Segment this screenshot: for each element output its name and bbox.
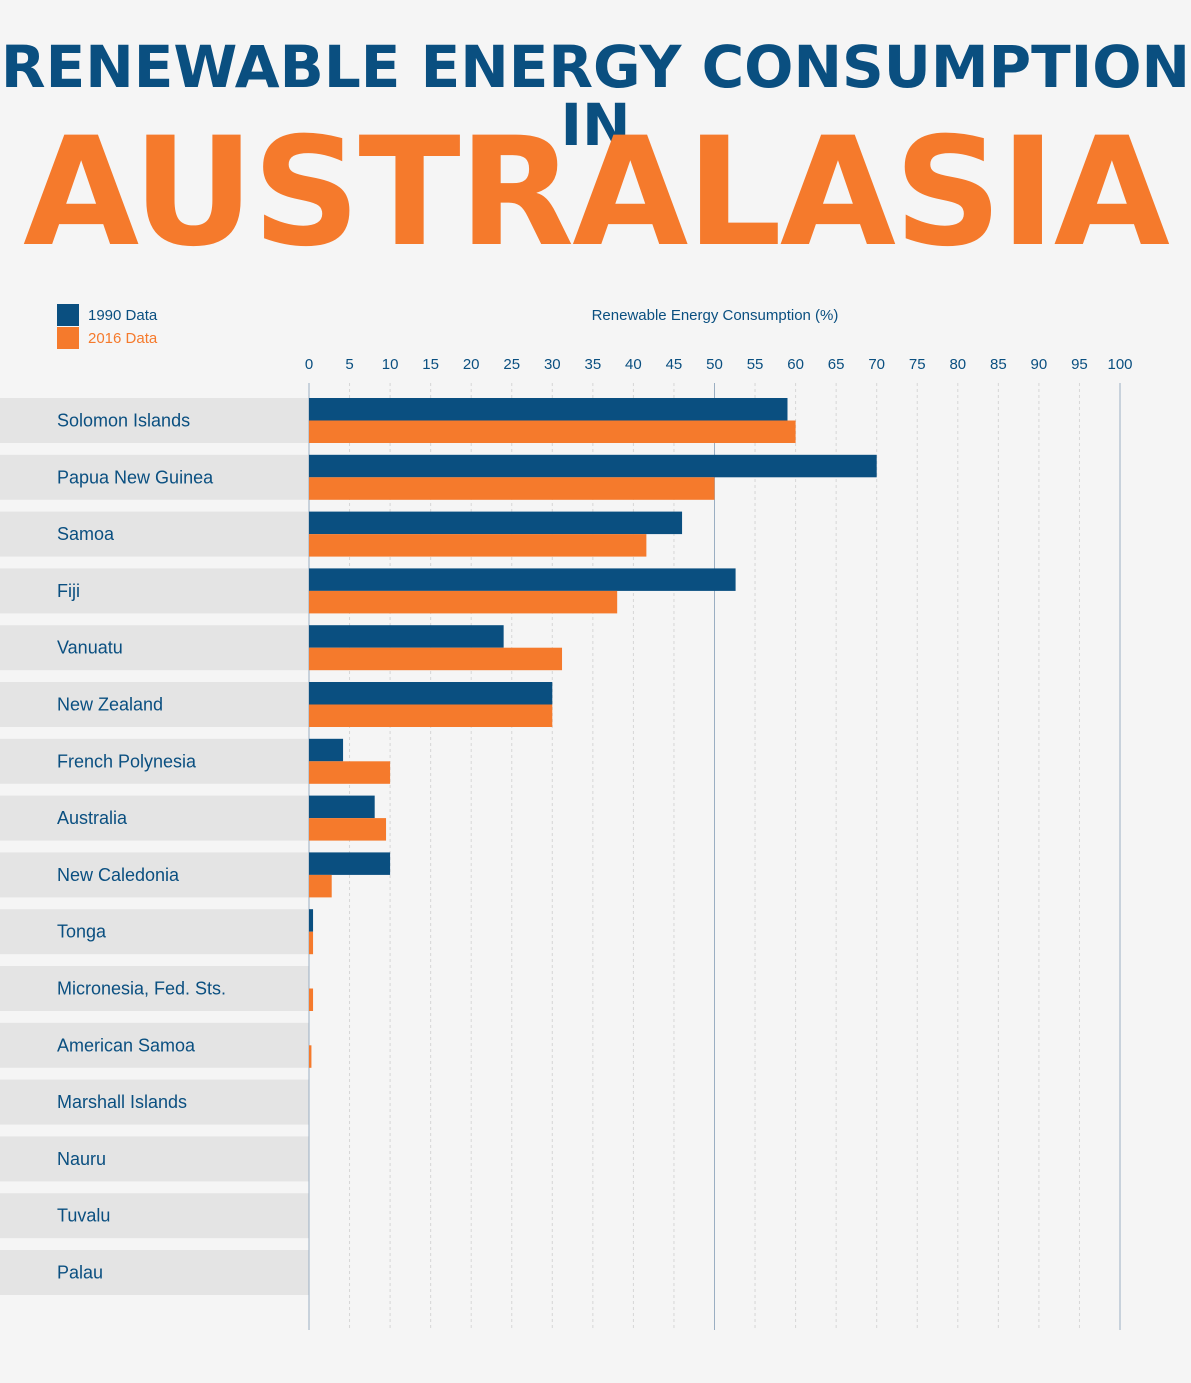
bar-2016 [309,647,563,671]
tick-label: 55 [747,356,764,373]
row-background [0,909,309,955]
category-label: French Polynesia [57,751,197,771]
tick-label: 0 [305,356,313,373]
category-label: Australia [57,808,128,828]
row-background [0,1079,309,1125]
bar-1990 [309,398,788,421]
tick-label: 60 [787,356,804,373]
tick-label: 80 [949,356,966,373]
legend-item-1990: 1990 Data [57,304,157,326]
bar-1990 [309,909,314,932]
bar-1990 [309,511,683,535]
row-background [0,738,309,784]
category-label: Papua New Guinea [57,467,214,487]
tick-label: 25 [503,356,520,373]
category-label: Micronesia, Fed. Sts. [57,979,226,999]
bar-2016 [309,704,553,727]
row-background [0,1136,309,1182]
tick-label: 100 [1107,356,1132,373]
bar-2016 [309,420,796,443]
row-background [0,511,309,557]
category-label: Palau [57,1263,103,1283]
bar-1990 [309,682,553,705]
bar-1990 [309,852,391,875]
bars [309,398,877,1068]
tick-label: 70 [868,356,885,373]
row-background [0,795,309,841]
tick-label: 40 [625,356,642,373]
category-labels: Solomon Islands Papua New Guinea Samoa Fiji… [57,411,226,1283]
category-label: Tuvalu [57,1206,110,1226]
category-label: American Samoa [57,1035,196,1055]
row-background [0,625,309,671]
row-background [0,398,309,443]
tick-label: 35 [585,356,602,373]
row-background [0,1250,309,1295]
bar-2016 [309,1045,312,1068]
tick-label: 95 [1071,356,1088,373]
row-background [0,966,309,1011]
x-axis-title: Renewable Energy Consumption (%) [592,307,839,324]
row-background [0,568,309,614]
tick-label: 65 [828,356,845,373]
category-label: Vanuatu [57,638,123,658]
legend-swatch-1990 [57,304,79,326]
tick-label: 50 [706,356,723,373]
bar-2016 [309,818,387,841]
legend-label-1990: 1990 Data [88,306,158,324]
category-label: Marshall Islands [57,1092,187,1112]
tick-label: 10 [382,356,399,373]
legend: 1990 Data 2016 Data [57,304,157,350]
row-background [0,1022,309,1068]
row-background [0,682,309,727]
tick-label: 20 [463,356,480,373]
bar-1990 [309,625,504,648]
bar-2016 [309,761,391,784]
bar-1990 [309,795,375,819]
title-line-1: RENEWABLE ENERGY CONSUMPTION IN [0,33,1191,159]
category-label: Tonga [57,922,107,942]
title-line-2: AUSTRALASIA [23,106,1170,280]
row-background [0,852,309,898]
tick-label: 15 [422,356,439,373]
category-label: New Caledonia [57,865,180,885]
bar-2016 [309,534,647,557]
bar-1990 [309,454,877,478]
bar-2016 [309,590,618,614]
bar-2016 [309,931,314,955]
bar-1990 [309,568,736,591]
row-background [0,454,309,500]
legend-label-2016: 2016 Data [88,329,158,347]
category-label: Fiji [57,581,80,601]
category-label: Samoa [57,524,115,544]
tick-label: 30 [544,356,561,373]
legend-item-2016: 2016 Data [57,327,157,349]
bar-2016 [309,988,314,1011]
tick-label: 45 [666,356,683,373]
category-label: Nauru [57,1149,106,1169]
bar-2016 [309,874,332,898]
bar-2016 [309,477,715,500]
bar-1990 [309,738,344,762]
tick-label: 75 [909,356,926,373]
tick-labels: 0 5 10 15 20 25 30 35 40 45 50 55 60 65 70 75 80 85 90 95 10… [305,356,1133,373]
tick-label: 85 [990,356,1007,373]
row-background [0,1193,309,1239]
category-label: New Zealand [57,695,163,715]
tick-label: 90 [1031,356,1048,373]
category-label: Solomon Islands [57,411,190,431]
row-backgrounds [0,398,309,1295]
legend-swatch-2016 [57,327,79,349]
tick-label: 5 [345,356,353,373]
